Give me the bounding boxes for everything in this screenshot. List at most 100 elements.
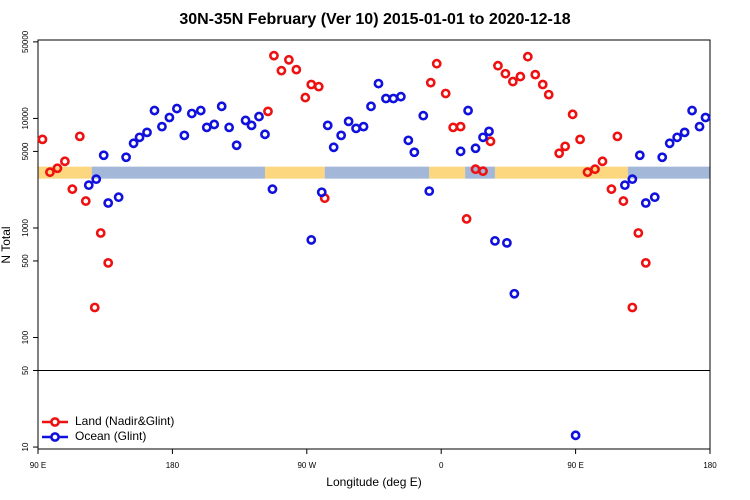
point <box>343 116 354 127</box>
legend-label: Land (Nadir&Glint) <box>75 414 174 428</box>
point <box>157 121 167 132</box>
surface-band <box>627 166 710 179</box>
point <box>493 60 503 71</box>
point <box>612 131 623 142</box>
point <box>89 302 100 313</box>
point <box>276 65 287 76</box>
point <box>634 150 645 161</box>
point <box>59 156 70 167</box>
point <box>171 103 182 114</box>
point <box>618 196 629 206</box>
surface-band <box>91 166 265 179</box>
point <box>657 152 668 163</box>
point <box>260 129 270 140</box>
point <box>263 106 273 117</box>
point <box>431 58 442 69</box>
point <box>537 79 548 90</box>
point <box>522 51 533 62</box>
point <box>179 130 190 141</box>
point <box>687 105 697 116</box>
legend-label: Ocean (Glint) <box>75 429 146 443</box>
point <box>322 120 333 131</box>
point <box>461 214 472 224</box>
point <box>306 79 317 90</box>
point <box>478 132 488 143</box>
surface-band <box>324 166 430 179</box>
point <box>186 108 197 119</box>
point <box>530 69 541 80</box>
x-tick-label: 90 W <box>297 461 316 470</box>
point <box>633 228 644 238</box>
point <box>455 146 466 157</box>
x-tick-label: 180 <box>703 461 717 470</box>
point <box>700 112 711 123</box>
point <box>627 174 638 185</box>
point <box>240 115 251 126</box>
point <box>418 110 429 121</box>
plot-frame <box>37 39 711 450</box>
x-axis-label: Longitude (deg E) <box>326 475 421 489</box>
point <box>619 180 630 191</box>
y-tick-label: 500 <box>21 254 30 268</box>
point <box>373 78 384 89</box>
point <box>80 196 91 206</box>
y-tick-label: 1000 <box>21 219 30 237</box>
point <box>283 54 294 65</box>
point <box>694 121 705 132</box>
point <box>409 147 420 158</box>
point <box>470 143 481 154</box>
point <box>37 134 48 145</box>
point <box>195 105 206 116</box>
y-tick-label: 10000 <box>21 107 30 130</box>
point <box>485 136 496 147</box>
point <box>128 138 139 149</box>
point <box>328 142 339 153</box>
point <box>164 112 175 123</box>
point <box>627 302 638 313</box>
point <box>149 105 160 116</box>
point <box>269 50 279 61</box>
point <box>216 101 227 112</box>
point <box>515 71 526 82</box>
point <box>74 131 85 142</box>
point <box>507 76 518 87</box>
x-tick-label: 180 <box>166 461 180 470</box>
point <box>484 126 494 137</box>
point <box>424 186 435 197</box>
chart-title: 30N-35N February (Ver 10) 2015-01-01 to … <box>179 11 570 28</box>
point <box>455 121 466 132</box>
point <box>358 121 369 132</box>
point <box>560 141 571 152</box>
point <box>388 93 399 104</box>
point <box>664 138 675 149</box>
point <box>291 64 302 75</box>
point <box>490 236 500 246</box>
y-tick-label: 50 <box>21 365 30 374</box>
point <box>679 127 690 138</box>
point <box>640 198 651 208</box>
legend-marker <box>50 432 60 442</box>
point <box>567 109 578 120</box>
point <box>502 237 512 248</box>
x-tick-label: 90 E <box>567 461 583 470</box>
point <box>440 88 451 99</box>
point <box>606 184 617 195</box>
point <box>575 134 585 145</box>
point <box>649 192 660 203</box>
point <box>83 180 94 191</box>
point <box>403 135 414 146</box>
point <box>500 68 511 79</box>
point <box>336 130 347 141</box>
point <box>351 123 361 134</box>
point <box>142 127 152 138</box>
point <box>570 430 581 441</box>
point <box>478 166 488 177</box>
point <box>509 288 520 299</box>
point <box>306 235 317 245</box>
point <box>300 92 311 103</box>
point <box>201 122 212 133</box>
point <box>52 163 63 174</box>
point <box>246 120 257 131</box>
point <box>121 152 132 163</box>
point <box>543 89 554 100</box>
